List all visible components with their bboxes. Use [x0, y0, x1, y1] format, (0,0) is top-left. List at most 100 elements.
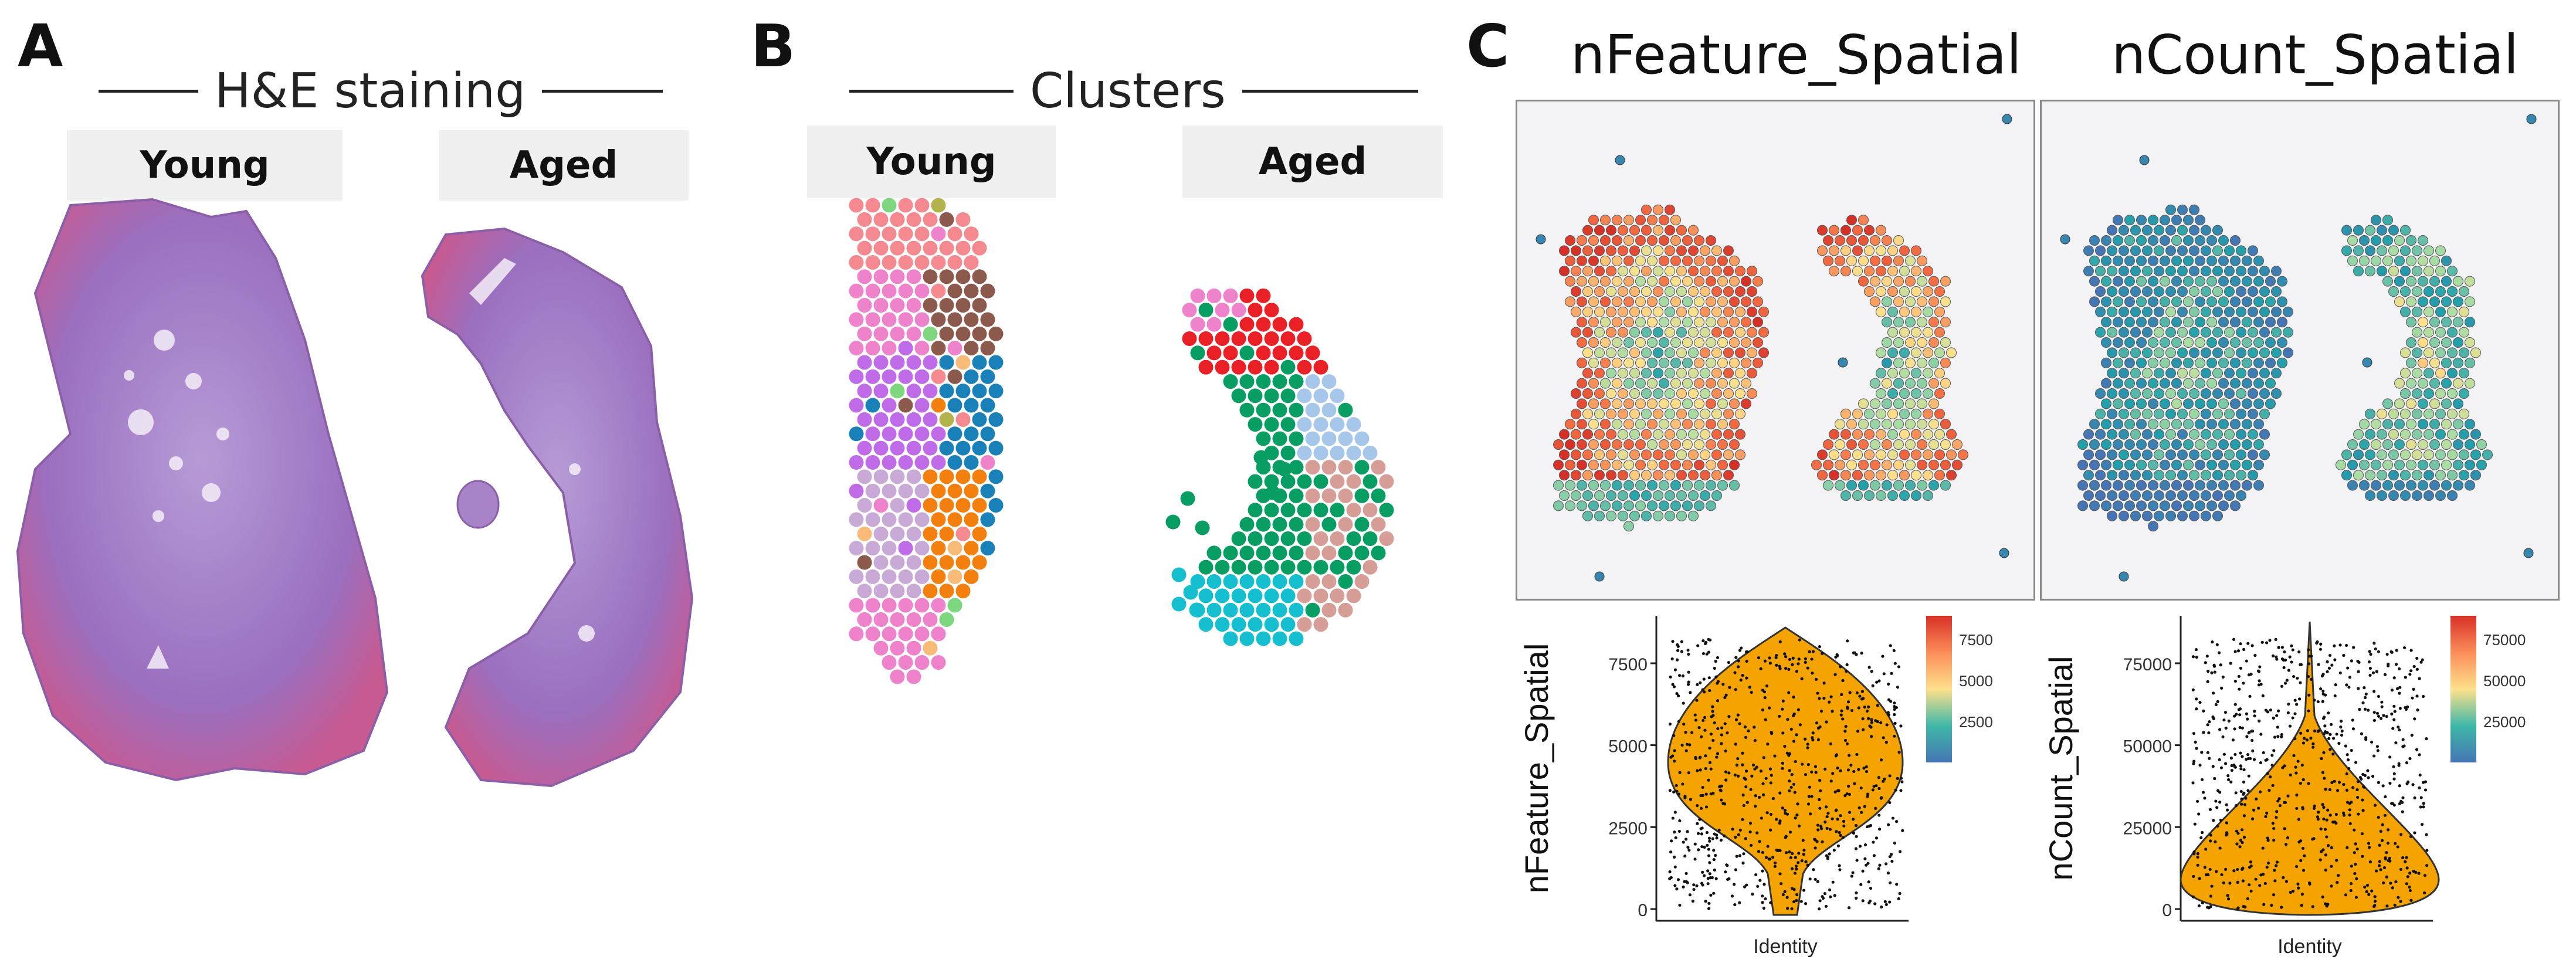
spatial-spot: [2424, 388, 2434, 399]
spatial-spot: [2136, 419, 2147, 430]
violin-point: [1896, 776, 1899, 780]
spatial-spot: [1940, 296, 1951, 307]
spatial-spot: [2388, 408, 2399, 419]
violin-point: [2397, 764, 2401, 767]
violin-point: [2422, 802, 2425, 805]
cluster-spot: [1189, 602, 1204, 618]
spatial-spot: [2447, 490, 2458, 501]
violin-point: [2345, 788, 2349, 792]
spatial-spot: [2177, 470, 2188, 481]
spatial-spot: [2259, 286, 2270, 297]
violin-point: [1825, 854, 1828, 857]
spatial-spot: [1741, 337, 1751, 348]
violin-point: [1836, 818, 1839, 821]
violin-point: [1711, 705, 1714, 708]
spatial-spot: [1893, 439, 1904, 450]
spatial-spot: [1706, 480, 1716, 491]
spatial-spot: [2212, 510, 2223, 521]
spatial-spot: [1553, 459, 1564, 470]
violin-point: [2248, 883, 2251, 887]
spatial-spot: [1905, 439, 1916, 450]
violin-point: [1889, 644, 1892, 647]
violin-point: [2200, 778, 2204, 781]
cluster-spot: [1289, 602, 1304, 618]
spatial-spot: [2424, 286, 2434, 297]
cluster-spot: [972, 298, 987, 313]
spatial-spot: [1594, 327, 1605, 338]
spatial-spot: [2124, 357, 2135, 368]
violin-point: [2259, 761, 2263, 765]
violin-point: [1865, 769, 1869, 774]
spatial-spot: [1823, 439, 1833, 450]
cluster-spot: [1330, 503, 1345, 518]
violin-point: [2348, 822, 2352, 826]
violin-point: [2347, 767, 2351, 771]
spatial-spot: [2406, 337, 2416, 348]
spatial-spot: [2165, 510, 2176, 521]
violin-point: [1878, 828, 1882, 831]
spatial-spot: [1618, 510, 1628, 521]
violin-point: [2215, 643, 2219, 646]
violin-point: [1890, 672, 1893, 675]
cluster-spot: [914, 569, 930, 584]
spatial-spot: [2224, 429, 2235, 440]
spatial-spot: [2224, 470, 2235, 481]
spatial-spot: [2453, 317, 2463, 328]
violin-point: [2311, 837, 2314, 841]
cluster-spot: [898, 512, 913, 527]
violin-point: [2377, 781, 2380, 784]
cluster-spot: [906, 555, 921, 570]
violin-point: [1696, 822, 1699, 825]
spatial-spot: [2177, 368, 2188, 379]
violin-point: [1684, 730, 1687, 734]
violin-point: [1897, 751, 1901, 754]
spatial-spot: [1653, 510, 1663, 521]
violin-point: [1671, 683, 1675, 686]
spatial-spot: [1577, 317, 1587, 328]
spatial-spot: [1700, 306, 1710, 317]
violin-point: [1676, 649, 1680, 652]
spatial-spot: [1641, 490, 1652, 501]
spatial-spot: [1694, 296, 1704, 307]
violin-point: [2253, 714, 2256, 718]
spatial-spot: [2060, 234, 2070, 245]
spatial-spot: [2101, 337, 2111, 348]
violin-point: [2326, 660, 2329, 664]
spatial-spot: [1665, 347, 1675, 358]
violin-point: [2208, 720, 2211, 724]
spatial-spot: [2283, 327, 2293, 338]
violin-point: [1765, 811, 1769, 815]
violin-point: [1718, 785, 1721, 788]
spatial-spot: [2236, 327, 2246, 338]
violin-point: [1894, 788, 1897, 792]
spatial-spot: [1852, 449, 1863, 460]
spatial-spot: [1688, 286, 1699, 297]
cluster-spot: [964, 541, 979, 556]
spatial-spot: [2259, 449, 2270, 460]
spatial-spot: [2465, 357, 2475, 368]
violin-point: [2404, 860, 2407, 863]
spatial-spot: [1571, 470, 1581, 481]
violin-point: [1754, 794, 1757, 798]
spatial-spot: [2165, 306, 2176, 317]
spatial-spot: [1876, 347, 1886, 358]
violin-point: [2321, 803, 2324, 806]
spatial-spot: [2195, 296, 2205, 307]
cluster-spot: [906, 212, 921, 227]
violin-point: [1887, 823, 1890, 826]
spatial-spot: [1659, 357, 1669, 368]
spatial-spot: [1870, 255, 1880, 266]
violin-point: [2195, 697, 2198, 701]
violin-point: [2371, 671, 2375, 674]
violin-point: [1797, 708, 1800, 711]
violin-point: [2360, 732, 2364, 735]
spatial-spot: [1946, 449, 1957, 460]
nfeature-spatial-map: [1516, 100, 2035, 601]
violin-point: [1764, 897, 1767, 901]
spatial-spot: [1741, 296, 1751, 307]
spatial-spot: [1717, 357, 1728, 368]
clusters-aged-tag: Aged: [1182, 126, 1443, 198]
cluster-spot: [1239, 402, 1255, 418]
violin-point: [1761, 708, 1765, 712]
violin-point: [2241, 755, 2244, 758]
